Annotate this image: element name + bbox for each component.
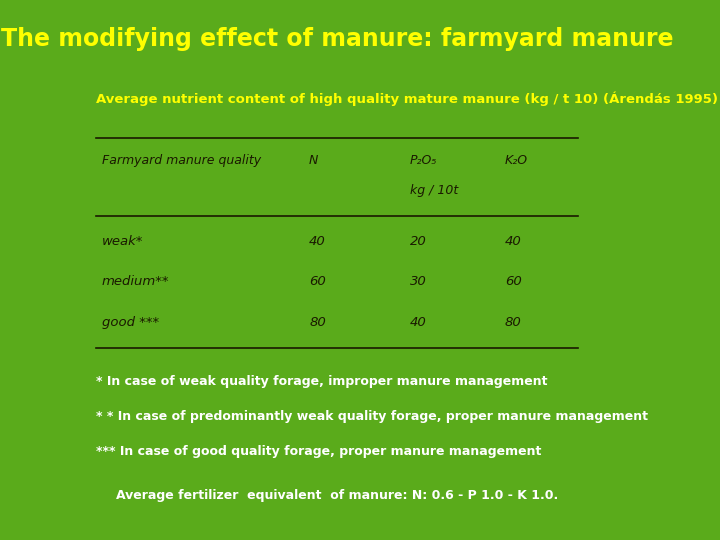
Text: 60: 60 [505, 275, 522, 288]
Text: * In case of weak quality forage, improper manure management: * In case of weak quality forage, improp… [96, 375, 548, 388]
Text: 40: 40 [309, 235, 326, 248]
Text: K₂O: K₂O [505, 154, 528, 167]
Text: N: N [309, 154, 318, 167]
Text: 40: 40 [505, 235, 522, 248]
Text: medium**: medium** [102, 275, 169, 288]
Text: 20: 20 [410, 235, 427, 248]
Text: 80: 80 [309, 316, 326, 329]
Text: The modifying effect of manure: farmyard manure: The modifying effect of manure: farmyard… [1, 27, 673, 51]
Text: 80: 80 [505, 316, 522, 329]
Text: weak*: weak* [102, 235, 143, 248]
Text: Farmyard manure quality: Farmyard manure quality [102, 154, 261, 167]
Text: 30: 30 [410, 275, 427, 288]
Text: *** In case of good quality forage, proper manure management: *** In case of good quality forage, prop… [96, 446, 542, 458]
Text: good ***: good *** [102, 316, 159, 329]
Text: 60: 60 [309, 275, 326, 288]
Text: * * In case of predominantly weak quality forage, proper manure management: * * In case of predominantly weak qualit… [96, 410, 649, 423]
Text: P₂O₅: P₂O₅ [410, 154, 437, 167]
Text: kg / 10t: kg / 10t [410, 184, 458, 197]
Text: Average nutrient content of high quality mature manure (kg / t 10) (Árendás 1995: Average nutrient content of high quality… [96, 92, 719, 106]
Text: 40: 40 [410, 316, 427, 329]
Text: Average fertilizer  equivalent  of manure: N: 0.6 - P 1.0 - K 1.0.: Average fertilizer equivalent of manure:… [116, 489, 558, 502]
